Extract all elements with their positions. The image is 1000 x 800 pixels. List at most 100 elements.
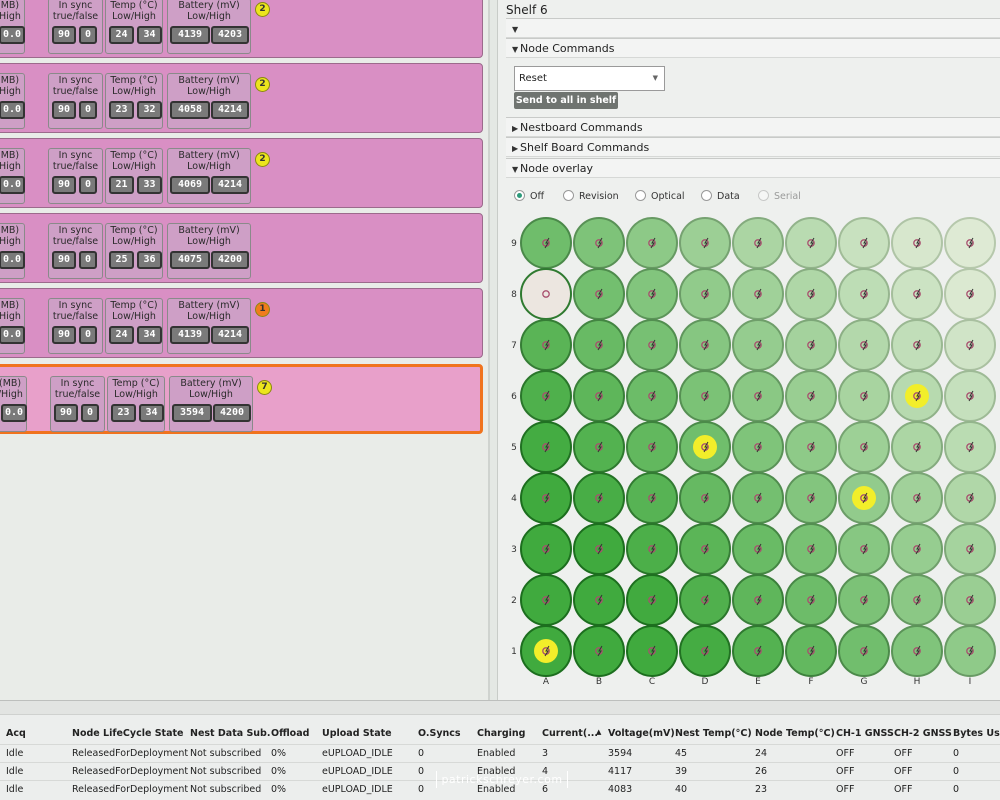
memory-value: 0.0 [0,326,25,344]
column-header[interactable]: Charging [477,728,526,739]
column-header[interactable]: Current(... [542,728,599,739]
table-cell[interactable]: 45 [675,748,688,759]
overlay-radio-revision[interactable]: Revision [563,190,619,203]
triangle-down-icon: ▼ [512,165,519,174]
overlay-radio-optical[interactable]: Optical [635,190,685,203]
shelf-row-card[interactable]: em (MB) Low/High00.0In sync true/false90… [0,213,483,283]
table-cell[interactable]: Enabled [477,766,516,777]
table-cell[interactable]: 0 [418,766,425,777]
table-cell[interactable]: eUPLOAD_IDLE [322,784,393,795]
table-cell[interactable]: Not subscribed [190,784,262,795]
node-command-select[interactable]: Reset ▼ [514,66,665,91]
table-cell[interactable]: 0 [953,766,960,777]
table-cell[interactable]: Not subscribed [190,748,262,759]
column-header[interactable]: Nest Temp(°C) [675,728,752,739]
charging-icon [650,288,656,300]
shelf-row-card[interactable]: em (MB) Low/High00.0In sync true/false90… [0,364,483,434]
column-header[interactable]: Node Temp(°C) [755,728,835,739]
charging-icon [968,288,974,300]
table-cell[interactable]: 24 [755,748,768,759]
send-to-all-button[interactable]: Send to all in shelf [514,92,618,109]
table-cell[interactable]: OFF [894,784,913,795]
table-cell[interactable]: OFF [894,766,913,777]
table-cell[interactable]: 0% [271,766,287,777]
table-cell[interactable]: OFF [836,766,855,777]
charging-icon [809,339,815,351]
table-cell[interactable]: OFF [836,748,855,759]
table-cell[interactable]: ReleasedForDeployment [72,766,189,777]
column-header[interactable]: O.Syncs [418,728,461,739]
table-cell[interactable]: Enabled [477,784,516,795]
chevron-down-icon: ▼ [652,74,658,82]
memory-value: 0.0 [0,176,25,194]
table-cell[interactable]: 3 [542,748,549,759]
table-cell[interactable]: 0 [418,748,425,759]
table-cell[interactable]: OFF [836,784,855,795]
charging-icon [597,288,603,300]
charging-icon [756,543,762,555]
temperature-value: 23 [111,404,136,422]
column-header[interactable]: Bytes Use [953,728,1000,739]
table-cell[interactable]: Idle [6,766,24,777]
table-cell[interactable]: 26 [755,766,768,777]
shelf-row-card[interactable]: em (MB) Low/High00.0In sync true/false90… [0,138,483,208]
column-header[interactable]: CH-2 GNSS [894,728,952,739]
column-header[interactable]: Offload [271,728,310,739]
table-cell[interactable]: 0 [953,784,960,795]
overlay-radio-off[interactable]: Off [514,190,544,203]
table-cell[interactable]: 0 [418,784,425,795]
table-cell[interactable]: Not subscribed [190,766,262,777]
table-cell[interactable]: 23 [755,784,768,795]
table-cell[interactable]: eUPLOAD_IDLE [322,766,393,777]
charging-icon [968,441,974,453]
table-cell[interactable]: OFF [894,748,913,759]
charging-icon [703,237,709,249]
overlay-radio-data[interactable]: Data [701,190,740,203]
table-cell[interactable]: ReleasedForDeployment [72,784,189,795]
nestboard-commands-header[interactable]: ▶ Nestboard Commands [506,117,1000,137]
shelf-row-card[interactable]: em (MB) Low/High00.0In sync true/false90… [0,288,483,358]
table-cell[interactable]: Idle [6,748,24,759]
in-sync-label: In sync true/false [52,150,99,172]
overlay-radio-serial[interactable]: Serial [758,190,801,203]
table-cell[interactable]: 4 [542,766,549,777]
node-overlay-header[interactable]: ▼ Node overlay [506,158,1000,178]
column-header[interactable]: Acq [6,728,26,739]
node-commands-header[interactable]: ▼ Node Commands [506,38,1000,58]
column-header[interactable]: CH-1 GNSS [836,728,894,739]
charging-icon [968,645,974,657]
table-cell[interactable]: Enabled [477,748,516,759]
table-cell[interactable]: 0 [953,748,960,759]
table-cell[interactable]: 39 [675,766,688,777]
grid-row-label: 4 [511,494,517,504]
memory-label: em (MB) Low/High [0,75,21,97]
table-cell[interactable]: 4117 [608,766,633,777]
temperature-metric: Temp (°C) Low/High 23 32 [105,73,163,129]
column-header[interactable]: Node LifeCycle State [72,728,184,739]
table-row-divider [0,762,1000,763]
column-header[interactable]: Voltage(mV) [608,728,675,739]
shelf-row-card[interactable]: em (MB) Low/High00.0In sync true/false90… [0,0,483,58]
shelf-row-card[interactable]: em (MB) Low/High00.0In sync true/false90… [0,63,483,133]
temperature-value: 25 [109,251,134,269]
table-cell[interactable]: 4083 [608,784,633,795]
charging-icon [809,645,815,657]
temperature-metric: Temp (°C) Low/High 24 34 [105,298,163,354]
table-cell[interactable]: eUPLOAD_IDLE [322,748,393,759]
node-grid: 9 8 7 6 5 4 3 2 1 A B C D E F G H I [511,217,996,687]
table-cell[interactable]: 0% [271,784,287,795]
node-cell[interactable] [520,268,572,320]
charging-icon [756,492,762,504]
table-cell[interactable]: Idle [6,784,24,795]
column-header[interactable]: Upload State [322,728,392,739]
in-sync-value: 0 [79,326,97,344]
table-cell[interactable]: ReleasedForDeployment [72,748,189,759]
shelf-collapse-header[interactable]: ▼ [506,18,1000,38]
table-cell[interactable]: 3594 [608,748,633,759]
table-cell[interactable]: 6 [542,784,549,795]
column-header[interactable]: Nest Data Sub. [190,728,271,739]
table-cell[interactable]: 40 [675,784,688,795]
radio-icon [563,190,574,201]
table-cell[interactable]: 0% [271,748,287,759]
shelfboard-commands-header[interactable]: ▶ Shelf Board Commands [506,137,1000,157]
